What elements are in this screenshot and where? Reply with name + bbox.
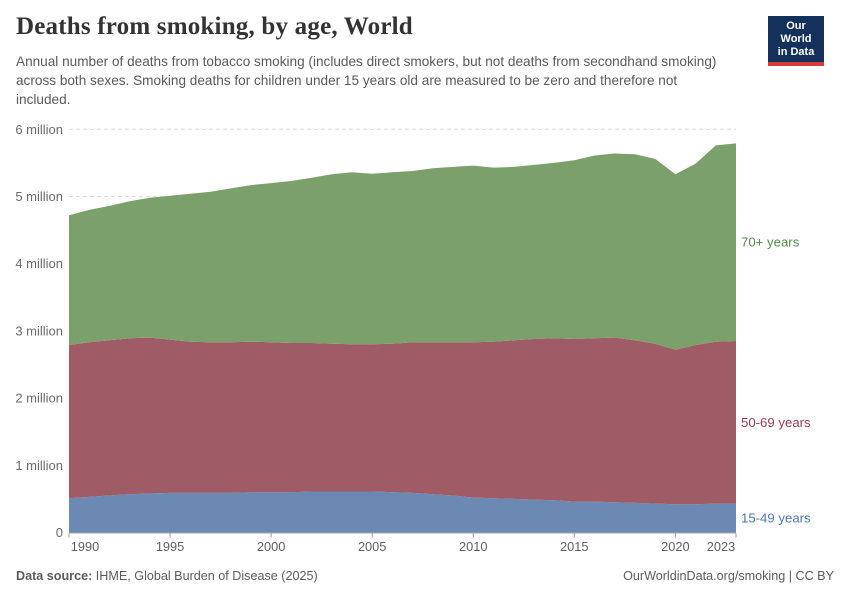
y-tick-label-2-million: 2 million bbox=[15, 391, 63, 406]
data-source: Data source: IHME, Global Burden of Dise… bbox=[16, 569, 318, 583]
x-tick-label-2005: 2005 bbox=[358, 539, 386, 554]
owid-logo-line2: in Data bbox=[777, 46, 815, 58]
area-70-years bbox=[69, 143, 736, 350]
y-tick-label-0: 0 bbox=[56, 525, 63, 540]
chart-footer: Data source: IHME, Global Burden of Dise… bbox=[16, 569, 834, 583]
owid-logo-line1: Our World bbox=[780, 20, 812, 45]
chart-subtitle: Annual number of deaths from tobacco smo… bbox=[16, 54, 717, 107]
area-50-69-years bbox=[69, 337, 736, 505]
area-15-49-years bbox=[69, 491, 736, 533]
x-tick-label-2020: 2020 bbox=[661, 539, 689, 554]
x-tick-label-2000: 2000 bbox=[257, 539, 285, 554]
x-tick-label-2015: 2015 bbox=[560, 539, 588, 554]
y-tick-label-4-million: 4 million bbox=[15, 256, 63, 271]
owid-logo[interactable]: Our World in Data bbox=[768, 16, 824, 66]
legend-label-50-69-years[interactable]: 50-69 years bbox=[741, 415, 811, 430]
legend-label-15-49-years[interactable]: 15-49 years bbox=[741, 511, 811, 526]
legend-label-70-years[interactable]: 70+ years bbox=[741, 235, 800, 250]
x-tick-label-2010: 2010 bbox=[459, 539, 487, 554]
y-tick-label-3-million: 3 million bbox=[15, 323, 63, 338]
owid-license-link[interactable]: OurWorldinData.org/smoking | CC BY bbox=[623, 569, 834, 583]
x-tick-label-1995: 1995 bbox=[156, 539, 184, 554]
data-source-text: IHME, Global Burden of Disease (2025) bbox=[92, 569, 318, 583]
y-tick-label-6-million: 6 million bbox=[15, 122, 63, 137]
x-tick-label-2023: 2023 bbox=[707, 539, 735, 554]
x-tick-label-1990: 1990 bbox=[71, 539, 99, 554]
page-title: Deaths from smoking, by age, World bbox=[16, 13, 413, 40]
y-tick-label-5-million: 5 million bbox=[15, 189, 63, 204]
data-source-label: Data source: bbox=[16, 569, 93, 583]
y-tick-label-1-million: 1 million bbox=[15, 458, 63, 473]
